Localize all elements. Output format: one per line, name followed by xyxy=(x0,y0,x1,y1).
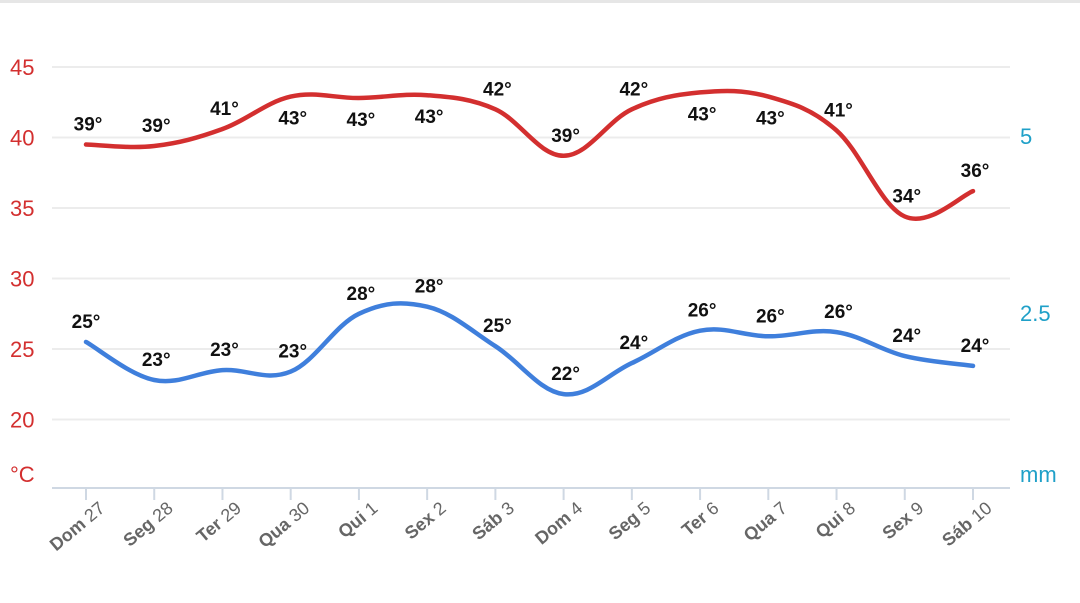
category-label: Qua 30 xyxy=(254,498,313,552)
gridlines xyxy=(52,66,1010,421)
category-label: Sex 9 xyxy=(878,498,927,544)
category-label: Sáb 3 xyxy=(468,498,518,544)
series-min-temp-label: 25° xyxy=(72,312,101,333)
series-max-temp-label: 39° xyxy=(142,116,171,137)
series-max-temp-label: 39° xyxy=(551,126,580,147)
series-min-temp-line xyxy=(83,301,976,397)
y-right-tick: 2.5 xyxy=(1020,301,1051,326)
series-min-temp-label: 26° xyxy=(824,302,853,323)
y-left-tick: 30 xyxy=(10,267,34,292)
y-right-tick: 5 xyxy=(1020,124,1032,149)
series-min-temp-label: 24° xyxy=(619,333,648,354)
series-max-temp-label: 42° xyxy=(619,79,648,100)
series-min-temp-label: 28° xyxy=(347,284,376,305)
y-left-tick: 25 xyxy=(10,337,34,362)
data-labels: 39° 39° 41° 43° 43° 43° 42° 39° 42° 43° 43° 41° 34° 3… xyxy=(72,79,990,385)
category-label: Seg 28 xyxy=(119,498,176,551)
y-ticks: 45 40 35 30 25 20 °C 5 2.5 mm xyxy=(10,55,1057,487)
category-label: Sex 2 xyxy=(401,498,450,544)
series-max-temp-label: 43° xyxy=(347,110,376,131)
series-min-temp-label: 28° xyxy=(415,277,444,298)
category-label: Qui 8 xyxy=(812,498,859,542)
series-max-temp-label: 42° xyxy=(483,79,512,100)
category-label: Qua 7 xyxy=(740,498,791,545)
top-border xyxy=(0,0,1080,3)
series-min-temp-label: 24° xyxy=(892,326,921,347)
series-max-temp-label: 34° xyxy=(892,186,921,207)
series-min-temp-label: 23° xyxy=(210,340,239,361)
series-max-temp-label: 39° xyxy=(74,115,103,136)
series-min-temp-label: 26° xyxy=(756,306,785,327)
category-label: Seg 5 xyxy=(605,498,655,544)
series-max-temp-label: 43° xyxy=(688,104,717,125)
y-left-unit: °C xyxy=(10,462,35,487)
y-left-tick: 40 xyxy=(10,126,34,151)
series-max-temp-label: 43° xyxy=(756,109,785,130)
series-max-temp-label: 41° xyxy=(824,100,853,121)
series-min-temp-label: 25° xyxy=(483,316,512,337)
y-left-tick: 35 xyxy=(10,196,34,221)
series-max-temp-line xyxy=(83,88,976,221)
y-right-unit: mm xyxy=(1020,462,1057,487)
y-left-tick: 20 xyxy=(10,408,34,433)
series-max-temp-label: 41° xyxy=(210,99,239,120)
category-label: Ter 6 xyxy=(678,498,723,540)
series-max-temp-label: 43° xyxy=(415,107,444,128)
x-axis xyxy=(52,487,1010,500)
category-label: Dom 27 xyxy=(46,498,109,555)
series-min-temp-label: 23° xyxy=(278,342,307,363)
series-min-temp-label: 22° xyxy=(551,364,580,385)
category-label: Qui 1 xyxy=(334,498,381,542)
y-left-tick: 45 xyxy=(10,55,34,80)
series-min-temp-label: 24° xyxy=(961,336,990,357)
category-label: Sáb 10 xyxy=(938,498,995,551)
series-max-temp-label: 36° xyxy=(961,161,990,182)
series-min-temp-label: 23° xyxy=(142,350,171,371)
series-min-temp-label: 26° xyxy=(688,301,717,322)
series-max-temp-label: 43° xyxy=(278,109,307,130)
category-label: Ter 29 xyxy=(193,498,245,547)
series-lines xyxy=(83,88,976,397)
category-label: Dom 4 xyxy=(531,498,586,549)
